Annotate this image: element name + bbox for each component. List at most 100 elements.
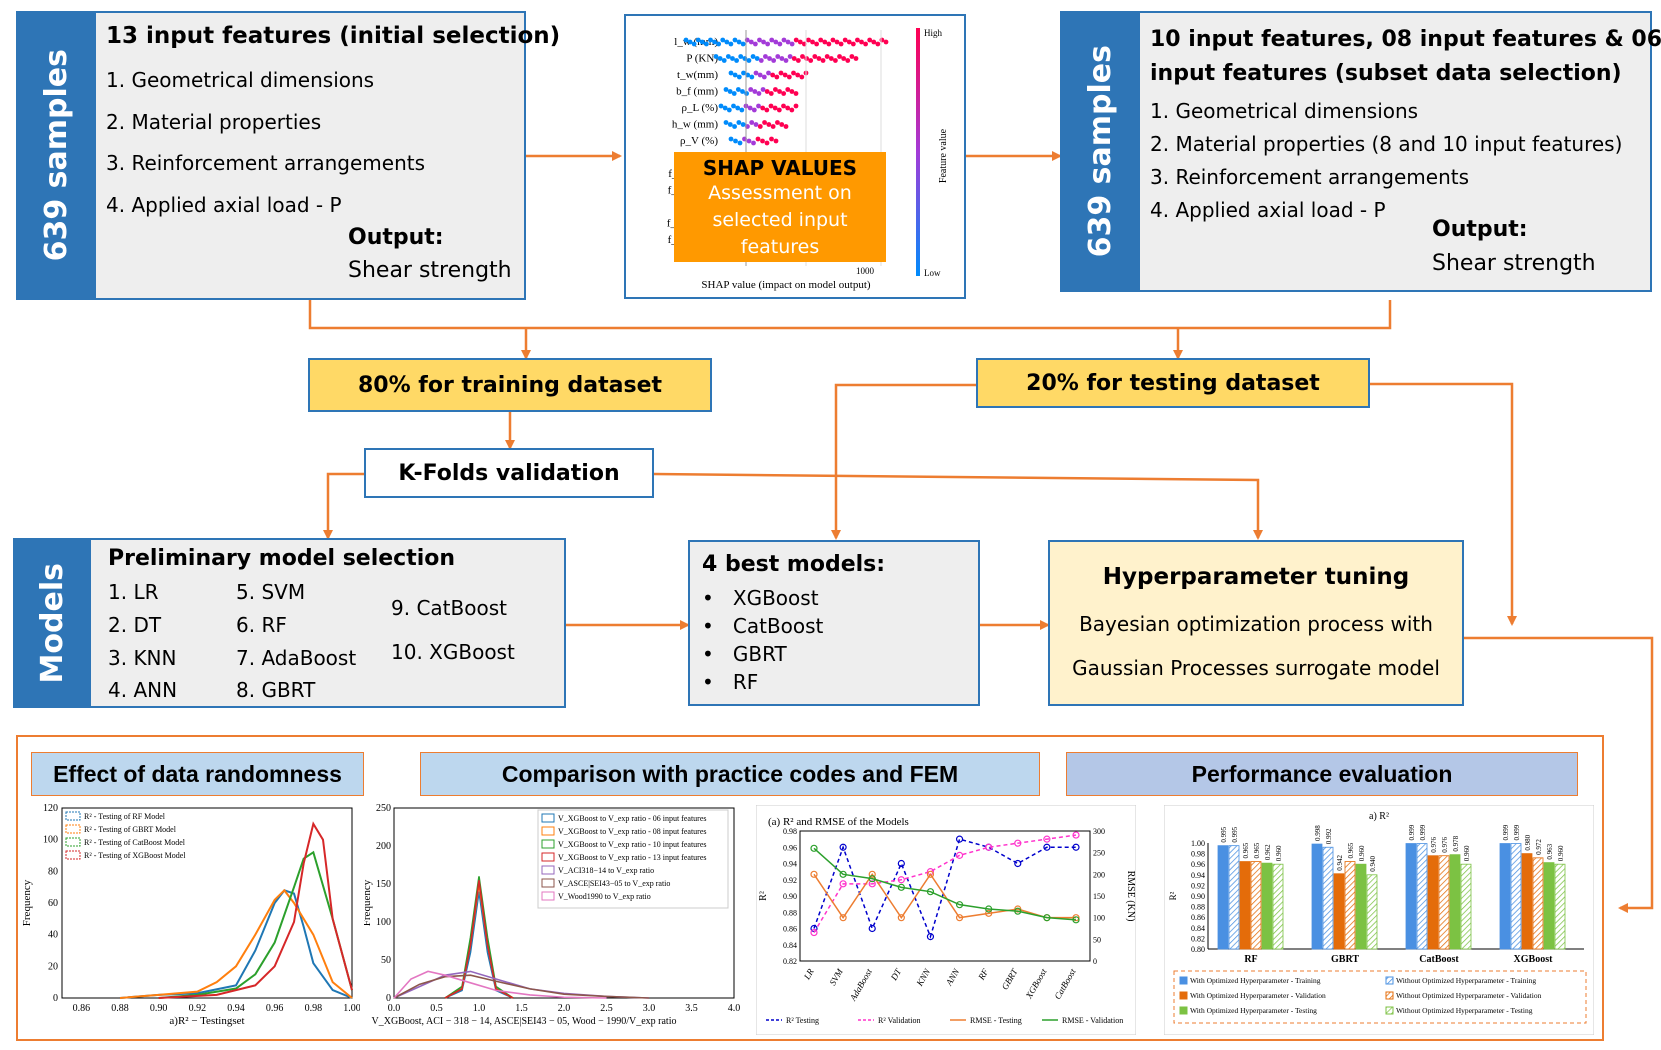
chart-title: a) R² bbox=[1369, 811, 1389, 822]
model-item: 8. GBRT bbox=[236, 678, 316, 702]
bar bbox=[1532, 857, 1544, 950]
box1-side-bar: 639 samples bbox=[16, 11, 96, 300]
bar-value-label: 0.965 bbox=[1242, 842, 1250, 858]
shap-dot bbox=[764, 89, 770, 94]
shap-dot bbox=[691, 41, 697, 47]
box1-item-1: 1. Geometrical dimensions bbox=[106, 68, 375, 92]
arrow-test-to-right bbox=[1370, 382, 1517, 626]
bar bbox=[1322, 846, 1334, 950]
shap-dot bbox=[779, 56, 785, 61]
box1-output-value: Shear strength bbox=[348, 258, 512, 283]
legend-label: With Optimized Hyperparameter - Validati… bbox=[1190, 991, 1326, 1000]
shap-dot bbox=[789, 107, 795, 113]
model-item: 9. CatBoost bbox=[391, 596, 507, 620]
shap-dot bbox=[736, 120, 742, 125]
bar-value-label: 0.995 bbox=[1231, 826, 1239, 842]
legend-label: V_XGBoost to V_exp ratio - 08 input feat… bbox=[558, 827, 707, 836]
shap-dot bbox=[770, 124, 776, 129]
connector-kfold-right bbox=[653, 472, 1263, 540]
x-tick-label: 2.0 bbox=[558, 1003, 571, 1014]
shap-high-label: High bbox=[924, 28, 943, 38]
kfold-validation-box: K-Folds validation bbox=[364, 448, 654, 498]
plot-frame bbox=[799, 830, 1091, 962]
shap-dot bbox=[728, 41, 734, 47]
bar-value-label: 0.998 bbox=[1314, 825, 1322, 841]
series-line bbox=[393, 970, 607, 999]
series-point bbox=[1014, 859, 1022, 868]
series-point bbox=[1014, 907, 1022, 915]
bar bbox=[1250, 861, 1262, 950]
shap-dot bbox=[816, 56, 822, 61]
bar bbox=[1405, 843, 1417, 950]
shap-overlay-line-3: features bbox=[740, 236, 820, 258]
x-tick-label: 0.86 bbox=[73, 1003, 91, 1014]
legend-label: V_Wood1990 to V_exp ratio bbox=[558, 892, 651, 901]
bar-value-label: 0.978 bbox=[1452, 835, 1460, 851]
y-tick-label: 250 bbox=[376, 803, 391, 814]
y-axis-label: Frequency bbox=[21, 879, 33, 926]
series-point bbox=[839, 870, 847, 878]
model-item: 4. ANN bbox=[108, 678, 178, 702]
shap-dot bbox=[771, 58, 777, 63]
x-axis-label: a)R² − Testingset bbox=[169, 1015, 244, 1027]
bar bbox=[1499, 843, 1511, 950]
legend-swatch bbox=[65, 824, 81, 834]
series-line bbox=[119, 888, 353, 999]
x-tick-label: 0.94 bbox=[227, 1003, 245, 1014]
best-model-item: • CatBoost bbox=[702, 614, 824, 638]
shap-overlay-line-2: selected input bbox=[712, 209, 848, 231]
shap-dot bbox=[744, 91, 749, 96]
series-point bbox=[897, 914, 905, 922]
shap-dot bbox=[726, 107, 732, 113]
shap-dot bbox=[764, 140, 770, 146]
shap-dot bbox=[751, 107, 757, 113]
legend-swatch bbox=[65, 811, 81, 821]
shap-dot bbox=[841, 56, 847, 61]
x-tick-label: 4.0 bbox=[728, 1003, 740, 1014]
series-line bbox=[158, 821, 353, 999]
bar-value-label: 0.942 bbox=[1336, 854, 1344, 870]
shap-dot bbox=[789, 89, 795, 94]
best-model-item: • GBRT bbox=[702, 642, 787, 666]
shap-overlay-line-1: Assessment on bbox=[708, 182, 852, 204]
legend-label: With Optimized Hyperparameter - Training bbox=[1190, 976, 1321, 985]
legend-label: With Optimized Hyperparameter - Testing bbox=[1190, 1006, 1317, 1015]
box2-item-3: 3. Reinforcement arrangements bbox=[1150, 165, 1470, 189]
shap-colorbar bbox=[916, 28, 920, 276]
legend-swatch bbox=[1385, 976, 1394, 985]
shap-dot bbox=[732, 37, 738, 43]
shap-dot bbox=[751, 140, 756, 146]
shap-dot bbox=[741, 70, 746, 76]
shap-dot bbox=[793, 37, 799, 43]
bar bbox=[1272, 863, 1284, 950]
shap-dot bbox=[773, 87, 778, 92]
legend-label: R² - Testing of RF Model bbox=[84, 812, 166, 821]
shap-dot bbox=[845, 58, 851, 63]
shap-dot bbox=[760, 87, 766, 92]
models-side-bar: Models bbox=[13, 538, 91, 708]
series-line bbox=[813, 838, 1076, 939]
shap-dot bbox=[828, 56, 834, 61]
shap-dot bbox=[791, 56, 797, 61]
bar-value-label: 0.995 bbox=[1220, 826, 1228, 842]
legend-label: R² - Testing of GBRT Model bbox=[84, 825, 177, 834]
series-point bbox=[897, 859, 905, 868]
chart-r2-rmse: (a) R² and RMSE of the Models 0.82 0.84 0.8… bbox=[756, 805, 1136, 1035]
series-point bbox=[985, 905, 993, 913]
legend-box bbox=[1173, 970, 1587, 1024]
shap-dot bbox=[781, 103, 786, 109]
bar-value-label: 0.980 bbox=[1524, 834, 1532, 850]
shap-dot bbox=[871, 39, 877, 45]
shap-dot bbox=[749, 74, 755, 80]
bar bbox=[1427, 855, 1439, 950]
box2-output-label: Output: bbox=[1432, 217, 1528, 242]
shap-dot bbox=[822, 39, 828, 45]
shap-dot bbox=[778, 70, 784, 76]
bar bbox=[1438, 855, 1450, 950]
x-tick-label: CatBoost bbox=[1419, 954, 1459, 965]
bar-value-label: 0.965 bbox=[1347, 842, 1355, 858]
y-tick-label: 0.84 bbox=[1191, 924, 1205, 933]
bar bbox=[1366, 874, 1378, 950]
shap-dot bbox=[770, 72, 776, 78]
